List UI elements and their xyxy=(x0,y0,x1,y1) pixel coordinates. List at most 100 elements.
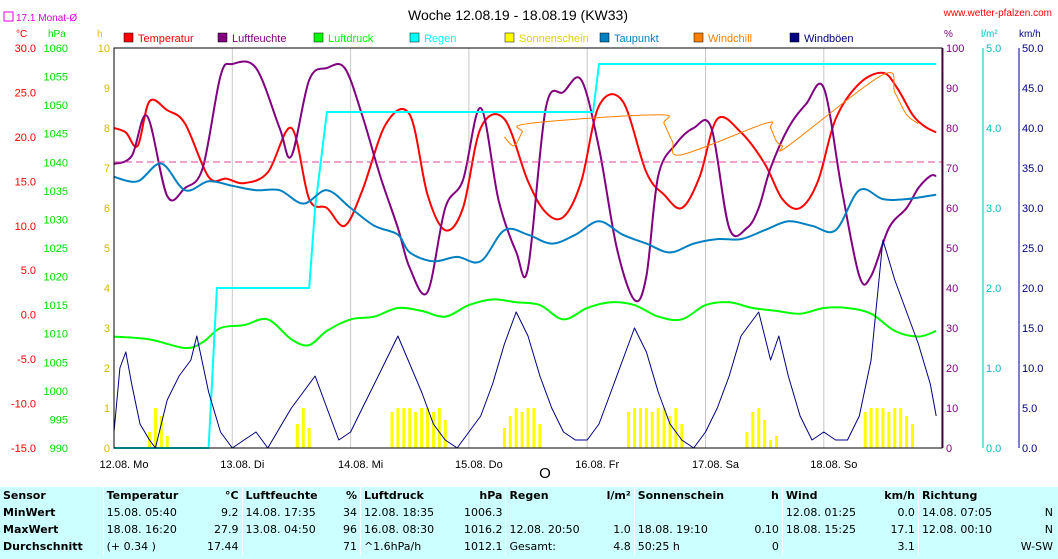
pressure-axis-tick: 1000 xyxy=(44,386,68,398)
sunshine-bar xyxy=(425,408,429,448)
monthly-avg-swatch xyxy=(3,11,14,22)
pressure-axis-tick: 1050 xyxy=(44,100,68,112)
humidity-axis-tick: 20 xyxy=(946,363,958,375)
summary-cell: N xyxy=(1044,506,1053,519)
sunshine-axis-tick: 1 xyxy=(104,403,110,415)
x-tick-label: 14.08. Mi xyxy=(338,459,383,471)
summary-cell: 12.08. 00:10 xyxy=(917,521,1011,538)
pressure-axis-tick: 1005 xyxy=(44,357,68,369)
summary-row: Durchschnitt (+ 0.34 ) 17.44 71 ^1.6hPa/h 101… xyxy=(0,538,1056,555)
humidity-axis-tick: 50 xyxy=(946,243,958,255)
legend-swatch xyxy=(217,32,228,43)
rain-axis-tick: 4.0 xyxy=(986,123,1001,135)
summary-cell: 14.08. 17:35 xyxy=(241,504,336,521)
summary-cell: N xyxy=(1044,523,1053,536)
summary-cell: 15.08. 05:40 xyxy=(102,504,197,521)
summary-cell xyxy=(598,504,635,521)
sunshine-bar xyxy=(763,420,767,448)
sunshine-bar xyxy=(390,412,394,448)
sunshine-bar xyxy=(420,408,424,448)
sunshine-bar xyxy=(893,408,897,448)
summary-cell: (+ 0.34 ) xyxy=(102,538,197,555)
sunshine-bar xyxy=(443,420,447,448)
rain-axis-tick: 2.0 xyxy=(986,283,1001,295)
summary-cell: 18.08. 19:10 xyxy=(633,521,746,538)
pressure-axis-tick: 1030 xyxy=(44,214,68,226)
wind-axis-tick: 10.0 xyxy=(1022,363,1043,375)
summary-cell: 12.08. 18:35 xyxy=(359,504,453,521)
sunshine-bar xyxy=(769,440,773,448)
pressure-axis-tick: 1025 xyxy=(44,243,68,255)
summary-cell xyxy=(241,538,336,555)
sunshine-bar xyxy=(402,408,406,448)
wind-axis-tick: 5.0 xyxy=(1022,403,1037,415)
sunshine-bar xyxy=(532,408,536,448)
summary-cell xyxy=(505,504,598,521)
summary-table: Sensor Temperatur °C Luftfeuchte% Luftdruck h… xyxy=(0,487,1058,559)
sunshine-axis-tick: 7 xyxy=(104,163,110,175)
sunshine-bar xyxy=(408,408,412,448)
series-line-luftdruck xyxy=(113,298,937,350)
legend-swatch xyxy=(693,32,704,43)
temperature-axis-tick: 10.0 xyxy=(15,221,36,233)
weather-chart: 30.025.020.015.010.05.00.0-5.0-10.0-15.0… xyxy=(3,7,1052,482)
pressure-axis-tick: 1010 xyxy=(44,329,68,341)
legend-swatch xyxy=(313,32,324,43)
pressure-axis-tick: 1035 xyxy=(44,186,68,198)
legend-label: Windböen xyxy=(804,33,854,45)
rain-axis-tick: 5.0 xyxy=(986,43,1001,55)
summary-cell: MinWert xyxy=(3,506,56,519)
sunshine-bar xyxy=(674,408,678,448)
temperature-axis-tick: 25.0 xyxy=(15,87,36,99)
pressure-axis-tick: 1015 xyxy=(44,300,68,312)
sunshine-bar xyxy=(627,412,631,448)
temperature-axis-tick: 0.0 xyxy=(21,310,36,322)
compass-o-marker: O xyxy=(539,465,551,482)
summary-cell: 3.1 xyxy=(897,540,915,553)
sunshine-bar xyxy=(153,408,157,448)
site-link[interactable]: www.wetter-pfalzen.com xyxy=(943,8,1052,19)
sunshine-bar xyxy=(165,436,169,448)
summary-cell: 14.08. 07:05 xyxy=(917,504,1011,521)
summary-cell xyxy=(917,538,1011,555)
wind-axis-tick: 40.0 xyxy=(1022,123,1043,135)
legend: Temperatur Luftfeuchte Luftdruck Regen Sonne… xyxy=(123,32,854,45)
sunshine-bar xyxy=(514,408,518,448)
sunshine-bar xyxy=(869,408,873,448)
summary-cell: 1006.3 xyxy=(463,506,503,519)
wind-axis-tick: 0.0 xyxy=(1022,443,1037,455)
sunshine-bar xyxy=(662,408,666,448)
sunshine-bar xyxy=(414,412,418,448)
humidity-axis-tick: 40 xyxy=(946,283,958,295)
sunshine-bar xyxy=(526,408,530,448)
legend-swatch xyxy=(409,32,420,43)
summary-cell: 1016.2 xyxy=(463,523,503,536)
temperature-axis-tick: -10.0 xyxy=(11,399,36,411)
pressure-axis-tick: 995 xyxy=(50,414,68,426)
legend-label: Luftfeuchte xyxy=(232,33,286,45)
summary-cell: 13.08. 04:50 xyxy=(241,521,336,538)
pressure-axis-tick: 1045 xyxy=(44,129,68,141)
sunshine-axis-tick: 4 xyxy=(104,283,110,295)
sunshine-bar xyxy=(751,412,755,448)
summary-cell: 1.0 xyxy=(613,523,631,536)
summary-cell xyxy=(781,538,875,555)
y-axes: 30.025.020.015.010.05.00.0-5.0-10.0-15.0… xyxy=(11,43,1044,455)
pressure-axis-tick: 1055 xyxy=(44,72,68,84)
unit-temperature: °C xyxy=(16,29,27,40)
summary-cell: Luftfeuchte xyxy=(241,487,336,504)
summary-cell: 4.8 xyxy=(613,540,631,553)
x-tick-label: 16.08. Fr xyxy=(575,459,619,471)
sunshine-axis-tick: 9 xyxy=(104,83,110,95)
sunshine-bar xyxy=(899,408,903,448)
rain-axis-tick: 1.0 xyxy=(986,363,1001,375)
series-line-windböen xyxy=(113,239,937,449)
sunshine-bar xyxy=(911,424,915,448)
sunshine-axis-tick: 8 xyxy=(104,123,110,135)
summary-header-row: Sensor Temperatur °C Luftfeuchte% Luftdruck h… xyxy=(0,487,1056,504)
legend-swatch xyxy=(504,32,515,43)
summary-cell: 16.08. 08:30 xyxy=(359,521,453,538)
summary-cell: 12.08. 20:50 xyxy=(505,521,598,538)
summary-cell: 71 xyxy=(342,540,357,553)
sunshine-bar xyxy=(644,408,648,448)
